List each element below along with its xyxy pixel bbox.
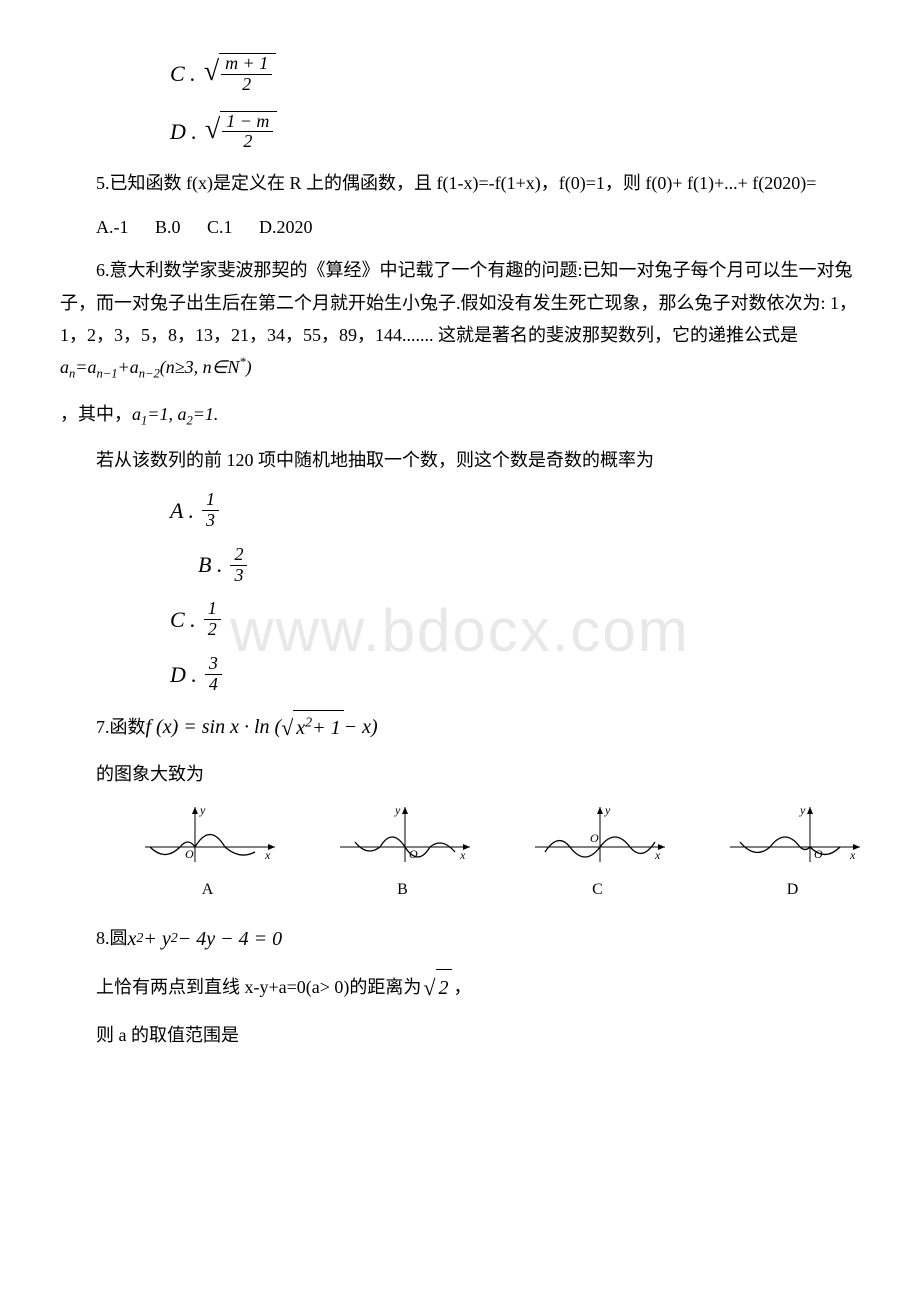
q7-graphs: O x y O x y O x y xyxy=(140,802,860,872)
q5-d: D.2020 xyxy=(259,217,313,237)
q7-label-b: B xyxy=(335,876,470,903)
svg-text:y: y xyxy=(799,803,806,817)
svg-text:x: x xyxy=(459,848,466,862)
svg-text:y: y xyxy=(199,803,206,817)
q7-expr: f (x) = sin x · ln ( √ x2+ 1 − x) xyxy=(146,709,378,746)
q6-intro: 6.意大利数学家斐波那契的《算经》中记载了一个有趣的问题:已知一对兔子每个月可以… xyxy=(60,254,860,385)
svg-text:y: y xyxy=(394,803,401,817)
option-label: C . xyxy=(170,55,196,92)
q7-line: 7.函数 f (x) = sin x · ln ( √ x2+ 1 − x) xyxy=(60,709,860,746)
radical-icon: √ xyxy=(204,48,219,96)
q5-text: 5.已知函数 f(x)是定义在 R 上的偶函数，且 f(1-x)=-f(1+x)… xyxy=(60,167,860,199)
radical-icon: √ xyxy=(281,709,293,746)
q8-line2: 上恰有两点到直线 x-y+a=0(a> 0)的距离为 √ 2 ， xyxy=(96,968,860,1008)
q5-a: A.-1 xyxy=(96,217,129,237)
q6-option-c: C . 1 2 xyxy=(170,599,860,640)
q8-line1: 8.圆 x2+ y2− 4y − 4 = 0 xyxy=(60,922,860,956)
sqrt-expr: √ 1 − m 2 xyxy=(205,108,278,156)
svg-text:x: x xyxy=(264,848,271,862)
q4-option-c: C . √ m + 1 2 xyxy=(170,50,860,98)
q7-graph-c: O x y xyxy=(530,802,665,872)
q7-label-d: D xyxy=(725,876,860,903)
q6-options: A . 1 3 B . 2 3 C . 1 2 D . 3 4 xyxy=(170,490,860,694)
sqrt-expr: √ m + 1 2 xyxy=(204,50,277,98)
svg-text:x: x xyxy=(849,848,856,862)
fraction-numerator: 1 − m xyxy=(222,112,273,133)
svg-text:O: O xyxy=(590,831,599,845)
q5-answers: A.-1 B.0 C.1 D.2020 xyxy=(60,212,860,243)
q7-graph-d: O x y xyxy=(725,802,860,872)
fraction-denominator: 2 xyxy=(239,132,256,152)
q8-line3: 则 a 的取值范围是 xyxy=(60,1019,860,1051)
page-content: C . √ m + 1 2 D . √ 1 − m 2 5.已知函数 f(x)是… xyxy=(60,50,860,1052)
q7-line2: 的图象大致为 xyxy=(60,758,860,790)
q6-option-d: D . 3 4 xyxy=(170,654,860,695)
q6-init: ，其中，a1=1, a2=1. xyxy=(60,398,860,432)
q5-c: C.1 xyxy=(207,217,233,237)
option-label: D . xyxy=(170,113,197,150)
q8-prefix: 8.圆 xyxy=(60,923,128,954)
radical-icon: √ xyxy=(205,106,220,154)
svg-text:O: O xyxy=(185,847,194,861)
q5-b: B.0 xyxy=(155,217,181,237)
radical-icon: √ xyxy=(423,968,435,1008)
q7-graph-labels: A B C D xyxy=(140,876,860,903)
svg-text:x: x xyxy=(654,848,661,862)
q6-option-a: A . 1 3 xyxy=(170,490,860,531)
fraction-denominator: 2 xyxy=(238,75,255,95)
q8-expr: x2+ y2− 4y − 4 = 0 xyxy=(128,922,283,956)
svg-text:y: y xyxy=(604,803,611,817)
q6-option-b: B . 2 3 xyxy=(198,545,860,586)
q7-graph-a: O x y xyxy=(140,802,275,872)
q7-graph-b: O x y xyxy=(335,802,470,872)
q7-label-a: A xyxy=(140,876,275,903)
q7-prefix: 7.函数 xyxy=(60,712,146,743)
q6-question: 若从该数列的前 120 项中随机地抽取一个数，则这个数是奇数的概率为 xyxy=(60,444,860,476)
fraction-numerator: m + 1 xyxy=(221,54,272,75)
q7-label-c: C xyxy=(530,876,665,903)
q4-option-d: D . √ 1 − m 2 xyxy=(170,108,860,156)
